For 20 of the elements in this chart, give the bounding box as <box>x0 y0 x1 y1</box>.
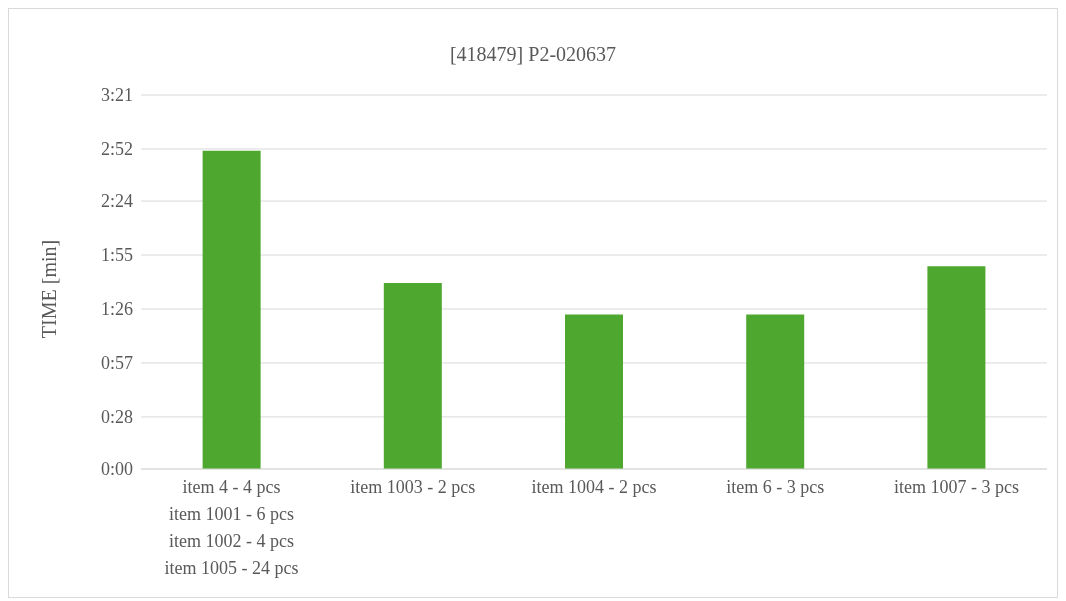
x-tick-label: item 6 - 3 pcs <box>726 477 825 497</box>
bar <box>746 314 805 469</box>
y-tick-label: 1:55 <box>100 245 133 266</box>
y-tick-label: 2:24 <box>100 191 133 212</box>
y-tick-label: 0:28 <box>100 407 133 428</box>
x-tick-label: item 4 - 4 pcs item 1001 - 6 pcs item 1002 - 4 pcs item 1005 - 24 pcs <box>164 477 299 578</box>
y-tick-label: 1:26 <box>100 299 133 320</box>
chart-title: [418479] P2-020637 <box>448 43 618 66</box>
x-tick-label: item 1003 - 2 pcs <box>350 477 476 497</box>
bar <box>202 150 261 469</box>
y-tick-label: 2:52 <box>100 139 133 160</box>
bar <box>383 282 442 469</box>
bar <box>565 314 624 469</box>
y-axis-title: TIME [min] <box>37 239 61 339</box>
y-tick-label: 0:00 <box>100 459 133 480</box>
y-tick-label: 3:21 <box>100 85 133 106</box>
x-tick-label: item 1007 - 3 pcs <box>893 477 1019 497</box>
y-tick-label: 0:57 <box>100 353 133 374</box>
x-tick-label: item 1004 - 2 pcs <box>531 477 657 497</box>
bar <box>927 266 986 469</box>
